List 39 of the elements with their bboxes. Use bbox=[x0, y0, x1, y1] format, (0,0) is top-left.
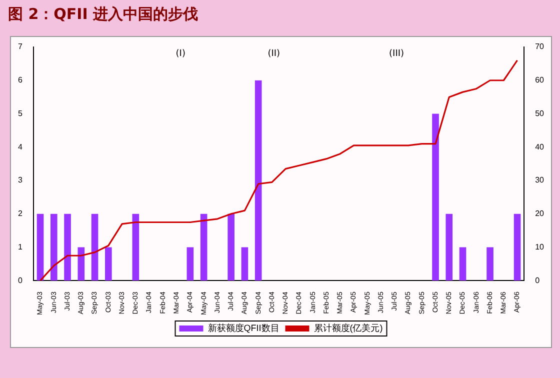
y-tick-label: 6 bbox=[18, 76, 23, 85]
bar bbox=[514, 214, 521, 281]
y2-tick-label: 20 bbox=[535, 209, 545, 218]
bar bbox=[78, 247, 85, 281]
bar bbox=[50, 214, 58, 281]
bar bbox=[186, 247, 194, 281]
bar bbox=[132, 214, 140, 281]
bar bbox=[446, 214, 453, 281]
bar bbox=[254, 80, 262, 281]
bar bbox=[91, 214, 98, 281]
bar bbox=[64, 214, 71, 281]
bar bbox=[459, 247, 466, 281]
annotation: (II) bbox=[268, 48, 280, 59]
legend-label: 新获额度QFII数目 bbox=[208, 322, 280, 333]
y-tick-label: 2 bbox=[18, 209, 23, 218]
y2-tick-label: 70 bbox=[535, 42, 545, 52]
y2-tick-label: 30 bbox=[535, 176, 545, 185]
annotation: (I) bbox=[176, 48, 186, 59]
y-tick-label: 0 bbox=[18, 276, 23, 285]
y-tick-label: 5 bbox=[18, 108, 23, 118]
bar bbox=[241, 247, 248, 281]
y2-tick-label: 40 bbox=[535, 142, 545, 152]
bar bbox=[105, 247, 112, 281]
bar bbox=[486, 247, 494, 281]
bar bbox=[228, 214, 234, 281]
annotation: (III) bbox=[389, 48, 404, 59]
y2-tick-label: 50 bbox=[535, 108, 545, 118]
bar bbox=[200, 214, 208, 281]
y-tick-label: 1 bbox=[18, 242, 23, 252]
y-tick-label: 7 bbox=[18, 42, 23, 52]
bar bbox=[36, 214, 44, 281]
chart-title: 图 2：QFII 进入中国的步伐 bbox=[8, 5, 198, 24]
bar bbox=[432, 114, 439, 281]
y2-tick-label: 60 bbox=[535, 76, 545, 85]
legend-label: 累计额度(亿美元) bbox=[314, 322, 383, 333]
y-tick-label: 3 bbox=[18, 176, 23, 185]
y2-tick-label: 10 bbox=[535, 242, 545, 252]
y2-tick-label: 0 bbox=[535, 276, 540, 285]
y-tick-label: 4 bbox=[18, 142, 23, 152]
